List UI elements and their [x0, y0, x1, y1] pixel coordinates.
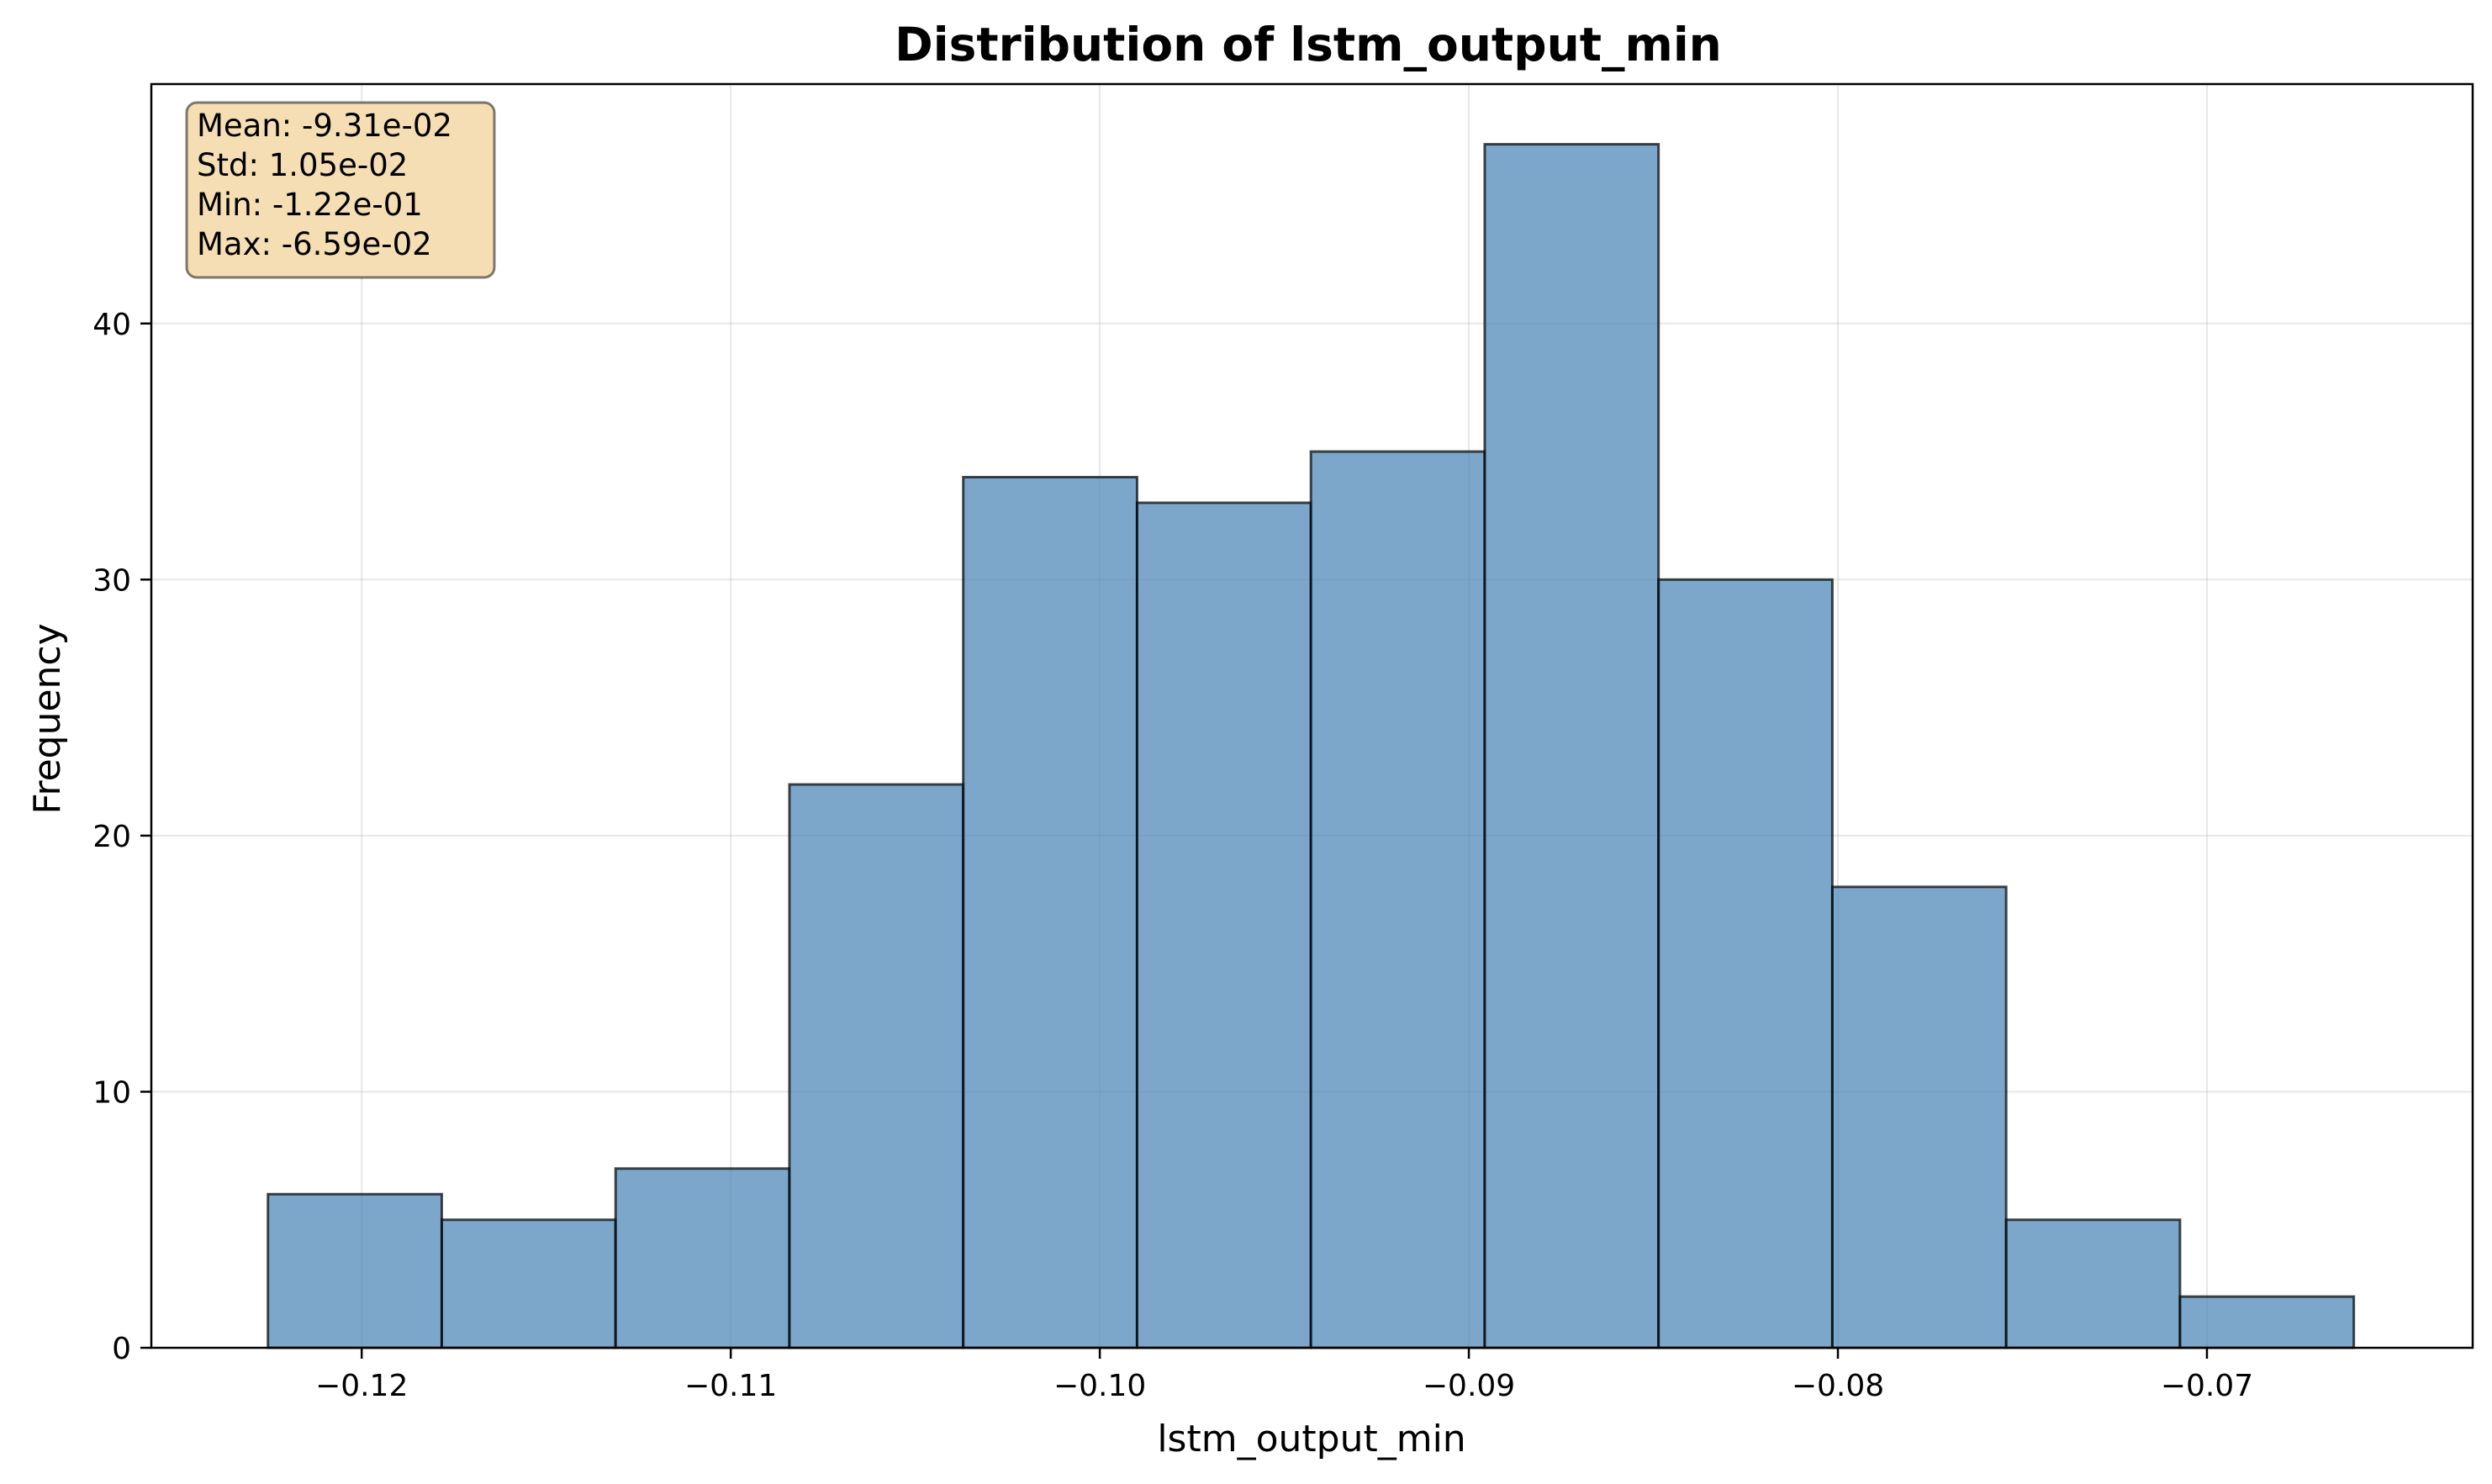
histogram-bar-1: [440, 1218, 617, 1349]
histogram-bar-4: [962, 475, 1138, 1349]
histogram-bars: [267, 143, 2356, 1349]
histogram-bar-6: [1309, 450, 1486, 1349]
stats-mean: Mean: -9.31e-02: [197, 108, 452, 144]
histogram-bar-8: [1657, 578, 1834, 1349]
y-axis-ticks: 0 10 20 30 40: [92, 308, 151, 1366]
y-tick-label-3: 30: [92, 563, 131, 598]
x-axis-label: lstm_output_min: [1157, 1418, 1465, 1460]
plot-area-frame: [150, 82, 2474, 1349]
histogram-bar-7: [1483, 143, 1660, 1349]
histogram-bar-9: [1830, 885, 2008, 1349]
stats-box: Mean: -9.31e-02 Std: 1.05e-02 Min: -1.22…: [185, 101, 496, 279]
x-tick-label-5: −0.07: [2161, 1369, 2253, 1403]
histogram-bar-0: [267, 1192, 443, 1349]
histogram-bar-11: [2178, 1295, 2356, 1349]
y-tick-label-2: 20: [92, 820, 131, 854]
x-tick-label-1: −0.11: [684, 1369, 777, 1403]
chart-title: Distribution of lstm_output_min: [895, 18, 1722, 71]
y-axis-label: Frequency: [26, 623, 69, 814]
y-tick-label-1: 10: [92, 1075, 131, 1110]
histogram-bar-3: [788, 783, 965, 1349]
histogram-bar-5: [1135, 501, 1312, 1349]
histogram-bar-2: [614, 1167, 791, 1349]
histogram-bar-10: [2004, 1218, 2182, 1349]
y-tick-label-4: 40: [92, 308, 131, 342]
stats-box-background: [185, 101, 496, 279]
y-tick-label-0: 0: [112, 1332, 131, 1366]
stats-min: Min: -1.22e-01: [197, 187, 423, 223]
x-tick-label-4: −0.08: [1792, 1369, 1884, 1403]
x-axis-ticks: −0.12 −0.11 −0.10 −0.09 −0.08 −0.07: [315, 1348, 2253, 1403]
x-tick-label-3: −0.09: [1423, 1369, 1515, 1403]
x-tick-label-0: −0.12: [315, 1369, 408, 1403]
x-tick-label-2: −0.10: [1053, 1369, 1146, 1403]
stats-std: Std: 1.05e-02: [197, 147, 408, 183]
stats-max: Max: -6.59e-02: [197, 226, 432, 262]
